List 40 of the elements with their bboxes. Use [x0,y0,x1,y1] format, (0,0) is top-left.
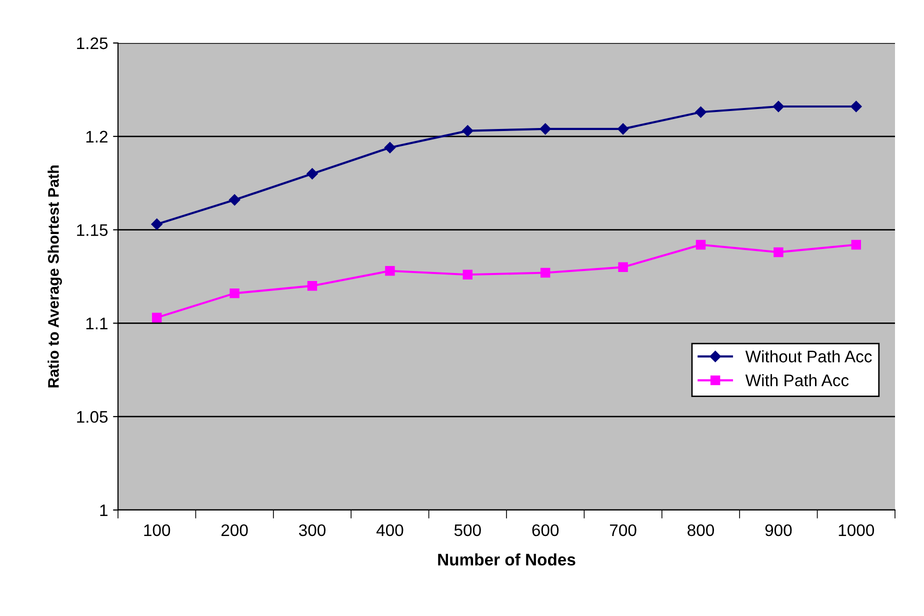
point [540,123,551,135]
legend-label: Without Path Acc [745,350,872,362]
x-tick-label: 400 [376,524,404,536]
x-tick-label: 200 [221,524,248,536]
point [617,123,629,135]
point [307,280,318,291]
x-tick-label: 500 [454,524,481,536]
x-tick-label: 700 [610,524,636,536]
legend-label: With Path Acc [745,374,849,386]
point [618,262,628,272]
y-tick-label: 1.1 [86,318,108,330]
y-tick-label: 1.25 [77,37,108,50]
point [772,100,784,112]
x-tick-label: 900 [765,524,792,536]
point [151,218,162,230]
point [306,168,318,180]
point [384,142,396,154]
y-tick-label: 1.05 [77,411,108,423]
x-axis-title: Number of Nodes [438,553,576,566]
y-tick-label: 1.2 [86,130,108,142]
x-tick-label: 100 [144,524,170,536]
x-tick-label: 1000 [838,524,874,536]
point [385,266,395,276]
point [850,100,862,112]
x-tick-label: 600 [532,524,559,536]
point [540,268,550,278]
point [774,247,784,258]
y-tick-label: 1.15 [77,224,108,236]
point [152,312,162,322]
x-tick-label: 300 [298,524,326,536]
point [228,194,240,206]
x-tick-label: 800 [688,524,714,536]
y-tick-label: 1 [100,504,108,516]
y-axis-title: Ratio to Average Shortest Path [48,166,62,388]
point [462,125,474,136]
point [851,240,862,250]
point [695,106,706,118]
point [230,288,240,298]
point [462,270,473,280]
point [696,240,706,250]
